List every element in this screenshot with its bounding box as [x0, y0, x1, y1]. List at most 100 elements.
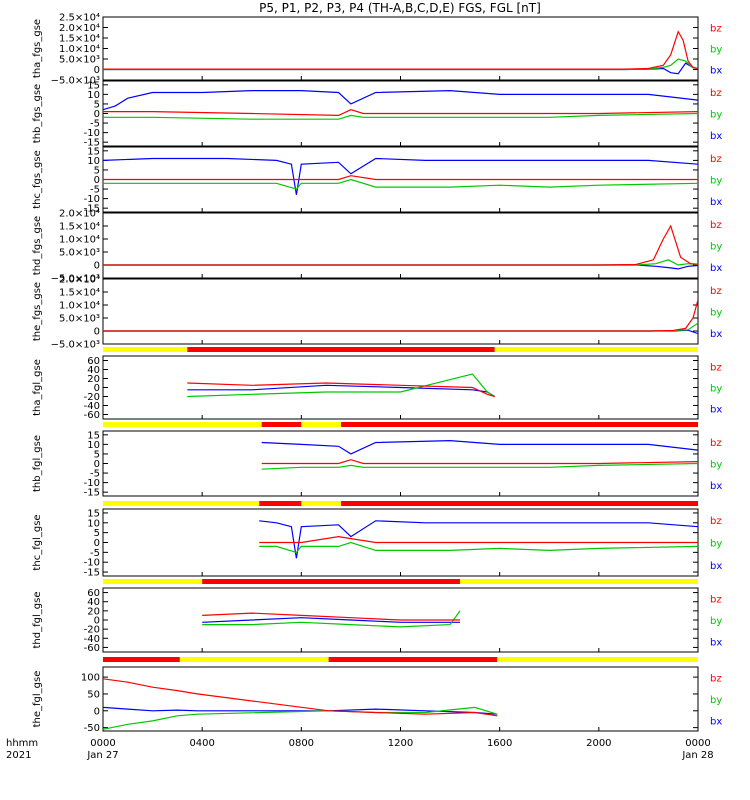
legend-bz: bz	[710, 363, 722, 374]
series-group	[103, 89, 698, 120]
legend-by: by	[710, 616, 722, 627]
mode-interval	[103, 347, 188, 352]
mode-interval	[497, 657, 698, 662]
legend-by: by	[710, 242, 722, 253]
y-tick-label: -40	[84, 401, 100, 412]
y-tick-label: 5.0×10³	[59, 55, 100, 66]
series-bz	[202, 612, 460, 621]
y-axis-label: tha_fgs_gse	[32, 19, 43, 78]
y-tick-label: 1.0×10⁴	[59, 235, 100, 246]
panel-frame	[102, 16, 699, 81]
y-tick-label: 5.0×10³	[59, 314, 100, 325]
y-tick-label: 1.5×10⁴	[59, 288, 100, 299]
y-axis-label: thb_fgs_gse	[32, 84, 43, 143]
x-tick-label: 2000	[586, 738, 611, 749]
mode-bar	[103, 422, 698, 427]
series-bx	[103, 157, 698, 195]
legend-by: by	[710, 539, 722, 550]
series-bz	[259, 535, 698, 544]
legend-bz: bz	[710, 516, 722, 527]
y-tick-label: -5	[90, 469, 100, 480]
mode-interval	[328, 657, 498, 662]
series-by	[259, 541, 698, 554]
x-tick-label: 0000	[90, 738, 115, 749]
mode-interval	[301, 501, 341, 506]
mode-interval	[179, 657, 329, 662]
y-tick-label: 0	[94, 706, 100, 717]
y-tick-label: 2.0×10⁴	[59, 23, 100, 34]
series-group	[202, 610, 461, 628]
y-tick-label: 5	[94, 528, 100, 539]
legend-by: by	[710, 176, 722, 187]
mode-bar	[103, 657, 698, 662]
y-tick-label: 15	[87, 430, 100, 441]
y-tick-label: 0	[94, 327, 100, 338]
series-group	[103, 30, 698, 75]
y-tick-label: 10	[87, 518, 100, 529]
y-tick-label: 5	[94, 449, 100, 460]
y-tick-label: 0	[94, 616, 100, 627]
mode-interval	[103, 422, 262, 427]
series-by	[103, 112, 698, 120]
y-tick-label: -15	[84, 568, 100, 579]
series-bz	[103, 299, 698, 332]
mode-bar	[103, 579, 698, 584]
y-tick-label: -15	[84, 488, 100, 499]
y-tick-label: 20	[87, 606, 100, 617]
legend-bx: bx	[710, 637, 722, 648]
series-bx	[103, 706, 498, 715]
series-bz	[103, 109, 698, 117]
y-tick-label: -5	[90, 119, 100, 130]
series-by	[202, 610, 461, 628]
series-by	[103, 259, 698, 266]
mode-interval	[259, 501, 302, 506]
y-tick-label: 60	[87, 356, 100, 367]
y-tick-label: -5	[90, 548, 100, 559]
legend-bz: bz	[710, 24, 722, 35]
y-axis-label: thc_fgs_gse	[32, 150, 43, 209]
y-tick-label: -15	[84, 138, 100, 149]
mode-interval	[341, 422, 698, 427]
series-bx	[103, 89, 698, 111]
y-tick-label: 15	[87, 146, 100, 157]
series-by	[187, 373, 496, 398]
y-tick-label: 2.0×10⁴	[59, 209, 100, 220]
y-tick-label: -20	[84, 392, 100, 403]
series-bz	[103, 30, 698, 70]
legend-bx: bx	[710, 131, 722, 142]
x-row-label: 2021	[6, 750, 31, 761]
legend-by: by	[710, 45, 722, 56]
mode-interval	[103, 579, 203, 584]
series-group	[259, 520, 698, 559]
series-by	[261, 462, 698, 470]
mode-interval	[301, 422, 341, 427]
y-tick-label: 0	[94, 383, 100, 394]
legend-by: by	[710, 110, 722, 121]
x-date-label: Jan 28	[681, 750, 713, 761]
x-tick-label: 1200	[388, 738, 413, 749]
legend-bz: bz	[710, 286, 722, 297]
series-bz	[187, 382, 495, 398]
legend-bx: bx	[710, 66, 722, 77]
mode-interval	[187, 347, 495, 352]
series-group	[261, 439, 698, 470]
y-tick-label: 1.0×10⁴	[59, 301, 100, 312]
legend-bz: bz	[710, 220, 722, 231]
x-tick-label: 0800	[289, 738, 314, 749]
series-group	[103, 224, 698, 270]
series-bx	[202, 617, 460, 623]
series-by	[103, 58, 698, 71]
series-group	[103, 299, 698, 335]
y-tick-label: 2.5×10⁴	[59, 13, 100, 24]
panel-frame	[102, 666, 699, 732]
y-tick-label: -15	[84, 204, 100, 215]
legend-bx: bx	[710, 405, 722, 416]
y-tick-label: -40	[84, 634, 100, 645]
legend-bz: bz	[710, 595, 722, 606]
